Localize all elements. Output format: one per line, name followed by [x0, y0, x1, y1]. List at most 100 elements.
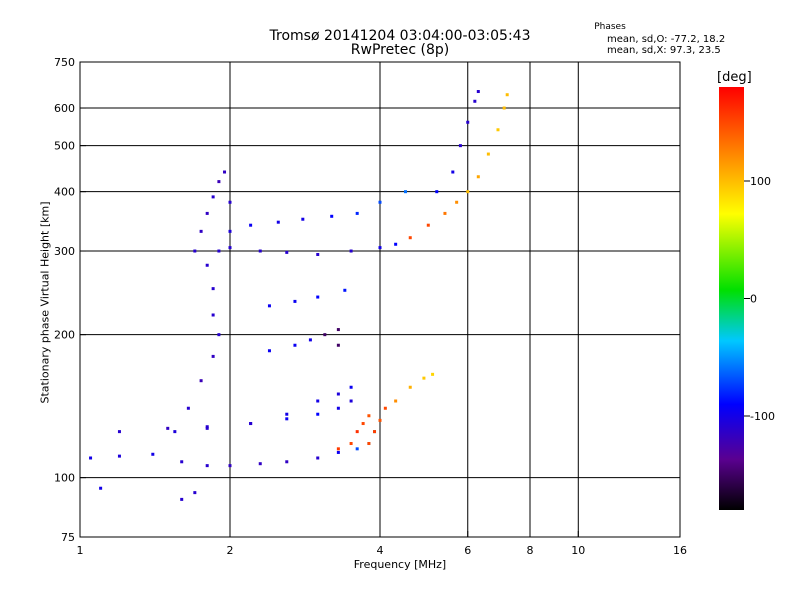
data-point [316, 399, 320, 403]
data-point [486, 152, 490, 156]
data-point [217, 249, 221, 253]
data-point [431, 372, 435, 376]
data-point [316, 295, 320, 299]
data-point [316, 456, 320, 460]
x-tick-label: 1 [77, 544, 84, 557]
data-point [211, 313, 215, 317]
data-point [117, 454, 121, 458]
y-tick-label: 200 [54, 329, 75, 342]
data-points [89, 90, 509, 501]
data-point [228, 200, 232, 204]
data-point [343, 288, 347, 292]
data-point [422, 376, 426, 380]
data-point [476, 175, 480, 179]
data-point [426, 223, 430, 227]
chart-subtitle: RwPretec (8p) [350, 42, 450, 58]
data-point [394, 399, 398, 403]
data-point [205, 426, 209, 430]
data-point [99, 486, 103, 490]
data-point [211, 287, 215, 291]
data-point [349, 442, 353, 446]
data-point [186, 406, 190, 410]
data-point [205, 211, 209, 215]
data-point [217, 180, 221, 184]
data-point [373, 430, 377, 434]
data-point [199, 379, 203, 383]
data-point [355, 447, 359, 451]
data-point [180, 460, 184, 464]
data-point [228, 464, 232, 468]
data-point [228, 246, 232, 250]
y-tick-label: 400 [54, 186, 75, 199]
x-tick-label: 8 [527, 544, 534, 557]
chart-title: Tromsø 20141204 03:04:00-03:05:43 [269, 28, 531, 44]
data-point [476, 90, 480, 94]
data-point [258, 249, 262, 253]
y-tick-label: 100 [54, 472, 75, 485]
data-point [473, 99, 477, 103]
data-point [355, 211, 359, 215]
data-point [258, 462, 262, 466]
data-point [173, 430, 177, 434]
data-point [267, 304, 271, 308]
y-tick-label: 300 [54, 245, 75, 258]
data-point [349, 399, 353, 403]
data-point [383, 406, 387, 410]
data-point [378, 418, 382, 422]
data-point [199, 229, 203, 233]
data-point [435, 190, 439, 194]
data-point [180, 497, 184, 501]
data-point [403, 190, 407, 194]
stats-x-mode: mean, sd,X: 97.3, 23.5 [607, 45, 721, 56]
data-point [349, 385, 353, 389]
data-point [505, 93, 509, 97]
colorbar-ticks: 100 0 -100 [744, 175, 775, 423]
y-axis-ticks: 75 100 200 300 400 500 600 750 [54, 56, 86, 544]
data-point [443, 211, 447, 215]
colorbar-tick-label: 0 [750, 293, 757, 306]
x-tick-label: 4 [377, 544, 384, 557]
colorbar-tick-label: 100 [750, 175, 771, 188]
colorbar-label: [deg] [717, 70, 752, 85]
data-point [349, 249, 353, 253]
x-tick-label: 2 [227, 544, 234, 557]
data-point [89, 456, 93, 460]
colorbar [719, 87, 744, 510]
data-point [249, 223, 253, 227]
data-point [211, 195, 215, 199]
data-point [502, 106, 506, 110]
data-point [166, 426, 170, 430]
data-point [408, 236, 412, 240]
data-point [336, 392, 340, 396]
data-point [308, 338, 312, 342]
data-point [367, 414, 371, 418]
data-point [336, 450, 340, 454]
colorbar-tick-label: -100 [750, 410, 775, 423]
data-point [276, 220, 280, 224]
y-tick-label: 600 [54, 102, 75, 115]
data-point [193, 491, 197, 495]
data-point [355, 430, 359, 434]
data-point [378, 200, 382, 204]
data-point [336, 447, 340, 451]
data-point [293, 343, 297, 347]
data-point [361, 422, 365, 426]
data-point [117, 430, 121, 434]
data-point [249, 422, 253, 426]
x-tick-label: 6 [464, 544, 471, 557]
data-point [316, 412, 320, 416]
data-point [267, 349, 271, 353]
data-point [223, 170, 227, 174]
data-point [285, 417, 289, 421]
data-point [336, 328, 340, 332]
data-point [285, 412, 289, 416]
x-axis-ticks: 1 2 4 6 8 10 16 [77, 531, 687, 557]
data-point [496, 128, 500, 132]
data-point [293, 299, 297, 303]
y-tick-label: 75 [61, 531, 75, 544]
data-point [285, 460, 289, 464]
data-point [301, 217, 305, 221]
data-point [394, 242, 398, 246]
data-point [205, 425, 209, 429]
